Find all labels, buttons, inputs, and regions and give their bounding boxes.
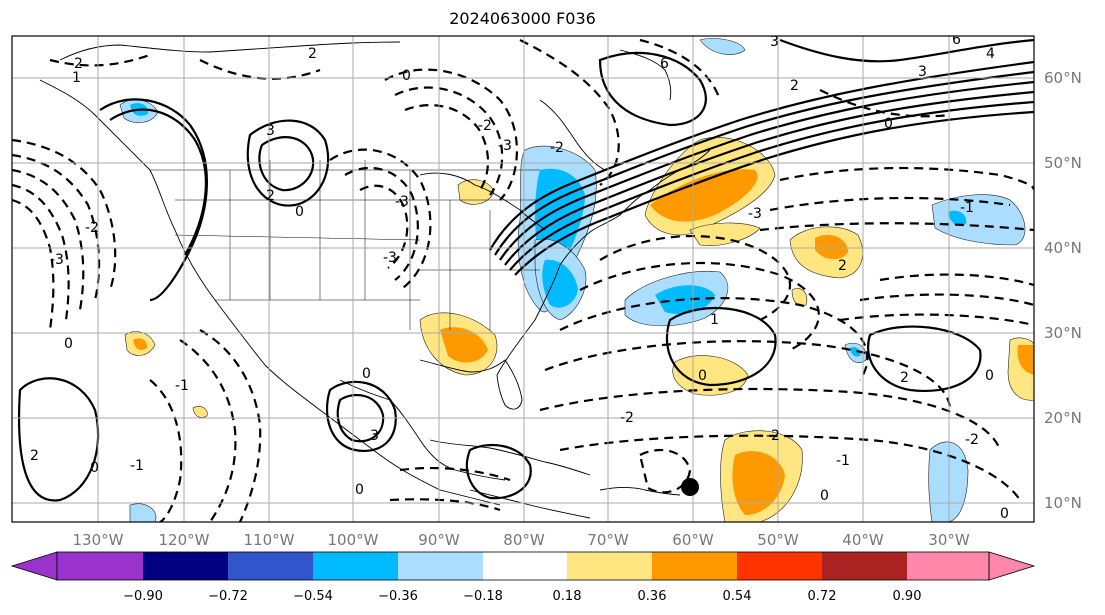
lat-tick: 10°N [1044, 494, 1082, 512]
lat-tick: 60°N [1044, 69, 1082, 87]
contour-label: 0 [355, 482, 364, 498]
colorbar-label: 0.36 [638, 589, 667, 604]
contour-label: 4 [986, 46, 995, 62]
longitude-labels: 130°W 120°W 110°W 100°W 90°W 80°W 70°W 6… [73, 531, 970, 549]
contour-label: -2 [478, 118, 492, 134]
colorbar-label: 0.18 [553, 589, 582, 604]
lon-tick: 130°W [73, 531, 124, 549]
colorbar-swatch [228, 552, 313, 580]
colorbar-label: −0.18 [463, 589, 503, 604]
contour-label: -3 [498, 138, 512, 154]
colorbar-extend-low [10, 551, 58, 581]
map-frame [11, 35, 1035, 523]
location-marker [681, 478, 699, 496]
contour-label: 6 [952, 32, 961, 48]
contour-label: 0 [884, 116, 893, 132]
colorbar-swatch [313, 552, 398, 580]
contour-label: -3 [383, 250, 397, 266]
lon-tick: 70°W [587, 531, 629, 549]
contour-label: -1 [960, 200, 974, 216]
contour-label: 3 [770, 34, 779, 50]
lat-tick: 50°N [1044, 154, 1082, 172]
contour-label: 3 [266, 123, 275, 139]
colorbar-swatch [483, 552, 567, 580]
colorbar-swatch [652, 552, 737, 580]
contour-label: 0 [295, 204, 304, 220]
lon-tick: 30°W [928, 531, 970, 549]
contour-label: 3 [918, 64, 927, 80]
contour-label: -1 [175, 378, 189, 394]
lon-tick: 120°W [159, 531, 210, 549]
contour-label: -1 [836, 453, 850, 469]
lon-tick: 40°W [842, 531, 884, 549]
contour-labels: 2 1 0 3 2 0 -3 -2 -3 -3 -3 -2 2 1 0 2 0 … [30, 32, 1009, 522]
contour-label: -3 [395, 194, 409, 210]
contour-label: 3 [370, 428, 379, 444]
colorbar-swatch [567, 552, 652, 580]
colorbar-label: 0.90 [893, 589, 922, 604]
contour-label: 2 [900, 370, 909, 386]
contour-label: 1 [72, 70, 81, 86]
map-title: 2024063000 F036 [449, 9, 596, 28]
lat-tick: 20°N [1044, 409, 1082, 427]
colorbar-label: 0.54 [723, 589, 752, 604]
contour-label: -3 [50, 252, 64, 268]
lon-tick: 110°W [244, 531, 295, 549]
colorbar-swatch [907, 552, 989, 580]
contour-label: 2 [790, 78, 799, 94]
contour-label: -2 [620, 410, 634, 426]
contour-label: -1 [130, 458, 144, 474]
lon-tick: 60°W [672, 531, 714, 549]
contour-label: 0 [698, 368, 707, 384]
lon-tick: 80°W [503, 531, 545, 549]
colorbar-label: −0.54 [293, 589, 333, 604]
contour-label: -2 [766, 428, 780, 444]
contour-label: 0 [90, 460, 99, 476]
contour-label: 2 [30, 448, 39, 464]
contour-label: 0 [362, 366, 371, 382]
contour-label: 0 [402, 68, 411, 84]
latitude-labels: 60°N 50°N 40°N 30°N 20°N 10°N [1044, 69, 1082, 512]
colorbar-label: −0.90 [123, 589, 163, 604]
colorbar-frame [56, 551, 990, 581]
contour-label: 2 [74, 56, 83, 72]
contour-label: -3 [748, 206, 762, 222]
lon-tick: 100°W [328, 531, 379, 549]
contours-positive [17, 38, 1034, 502]
colorbar-swatch [737, 552, 822, 580]
contour-label: -2 [965, 432, 979, 448]
contour-label: 2 [266, 188, 275, 204]
contour-label: 2 [838, 258, 847, 274]
colorbar-label: −0.36 [378, 589, 418, 604]
contour-label: 0 [1000, 506, 1009, 522]
lat-tick: 30°N [1044, 324, 1082, 342]
contour-label: 2 [308, 46, 317, 62]
coastlines [39, 41, 711, 519]
contour-label: 0 [64, 336, 73, 352]
contour-label: -2 [550, 140, 564, 156]
colorbar-swatch [143, 552, 228, 580]
colorbar-label: 0.72 [808, 589, 837, 604]
contour-label: 0 [985, 368, 994, 384]
shaded-anomalies [119, 38, 1034, 522]
lat-tick: 40°N [1044, 239, 1082, 257]
colorbar-extend-high [988, 551, 1036, 581]
colorbar-swatch [57, 552, 143, 580]
contour-label: -2 [85, 220, 99, 236]
contour-label: 0 [820, 488, 829, 504]
contour-label: 1 [710, 312, 719, 328]
colorbar-swatch [822, 552, 907, 580]
colorbar: −0.90 −0.72 −0.54 −0.36 −0.18 0.18 0.36 … [10, 551, 1036, 604]
graticule [12, 36, 1034, 522]
lon-tick: 50°W [757, 531, 799, 549]
lon-tick: 90°W [418, 531, 460, 549]
colorbar-swatch [398, 552, 483, 580]
colorbar-label: −0.72 [208, 589, 248, 604]
contour-label: 6 [660, 56, 669, 72]
